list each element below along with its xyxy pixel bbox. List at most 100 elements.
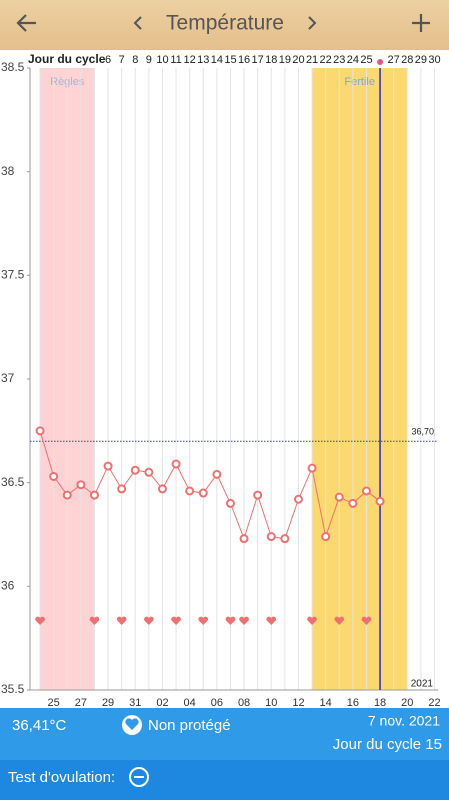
status[interactable]: Non protégé xyxy=(148,717,231,734)
cycle-day-label: 6 xyxy=(105,54,111,66)
heart xyxy=(239,616,249,625)
back-button[interactable] xyxy=(16,14,36,32)
cycle-day-label: 18 xyxy=(265,54,277,66)
date-label: 14 xyxy=(320,697,332,709)
temperature-point xyxy=(89,490,99,500)
date: 7 nov. 2021 xyxy=(368,713,440,729)
next-button[interactable] xyxy=(308,16,317,30)
y-tick-label: 37 xyxy=(1,371,15,385)
date-label: 06 xyxy=(211,697,223,709)
band xyxy=(312,68,408,690)
date-label: 29 xyxy=(102,697,114,709)
temperature-point xyxy=(239,534,249,544)
temperature-point xyxy=(76,480,86,490)
temperature-point xyxy=(157,484,167,494)
footer-bar xyxy=(0,708,449,760)
temperature-point xyxy=(266,532,276,542)
date-label: 02 xyxy=(156,697,168,709)
cycle-day-label: 15 xyxy=(224,54,236,66)
temperature-point xyxy=(35,426,45,436)
x-title-bg xyxy=(26,51,102,67)
heart xyxy=(144,616,154,625)
header-title: Température xyxy=(166,12,284,35)
x-title: Jour du cycle xyxy=(28,52,106,66)
cover-line-label: 36,70 xyxy=(411,427,434,437)
date-label: 04 xyxy=(184,697,196,709)
cycle-day-label: 29 xyxy=(415,54,427,66)
temperature-point xyxy=(293,494,303,504)
y-tick-label: 38.5 xyxy=(1,60,25,74)
cycle-day-label: 16 xyxy=(238,54,250,66)
header-bar xyxy=(0,0,449,50)
temperature-point xyxy=(49,471,59,481)
temperature-point xyxy=(361,486,371,496)
temperature-point xyxy=(117,484,127,494)
cycle-day-label: 13 xyxy=(197,54,209,66)
date-label: 25 xyxy=(48,697,60,709)
temperature-point xyxy=(375,496,385,506)
heart xyxy=(225,616,236,625)
temperature-point xyxy=(130,465,140,475)
cycle-day-label: 14 xyxy=(211,54,223,66)
ovulation-toggle[interactable] xyxy=(129,767,149,787)
heart xyxy=(89,616,100,625)
temperature-point xyxy=(225,498,235,508)
plot: Règles#ffd3d3#9bb8e8Fertile#fbd96f#7aa6e… xyxy=(1,51,441,709)
cycle-day-label: 8 xyxy=(132,54,138,66)
temperature-point xyxy=(348,498,358,508)
cycle-day-label: 9 xyxy=(146,54,152,66)
add-button[interactable] xyxy=(412,14,430,32)
heart xyxy=(171,616,181,625)
y-tick-label: 35.5 xyxy=(1,682,25,696)
heart xyxy=(198,616,209,625)
date-label: 16 xyxy=(347,697,359,709)
date-label: 18 xyxy=(374,697,386,709)
cycle-day-label: 30 xyxy=(428,54,440,66)
ovulation-bar xyxy=(0,760,449,800)
date-label: 31 xyxy=(129,697,141,709)
heart xyxy=(334,616,345,625)
heart xyxy=(35,616,45,625)
temperature-point xyxy=(334,492,344,502)
cycle-day-label: 7 xyxy=(119,54,125,66)
heart xyxy=(307,616,317,625)
date-label: 27 xyxy=(75,697,87,709)
cycle-day-label: 20 xyxy=(292,54,304,66)
cycle-day-label: 28 xyxy=(401,54,413,66)
date-label: 10 xyxy=(265,697,277,709)
heart-shape xyxy=(125,718,139,730)
date-label: 20 xyxy=(401,697,413,709)
cycle-day-label: 27 xyxy=(388,54,400,66)
cycle-day-label: 25 xyxy=(360,54,372,66)
temperature-value: 36,41°C xyxy=(12,717,67,734)
date-label: 22 xyxy=(428,697,440,709)
year: 2021 xyxy=(411,679,434,690)
cycle-day-label: 24 xyxy=(347,54,359,66)
cycle-day-label: 22 xyxy=(320,54,332,66)
cycle-day-label: 21 xyxy=(306,54,318,66)
cycle-day-label: 12 xyxy=(184,54,196,66)
date-label: 08 xyxy=(238,697,250,709)
cycle-day: Jour du cycle 15 xyxy=(333,736,442,753)
temperature-line xyxy=(39,430,381,541)
ovulation-test: Test d'ovulation: xyxy=(8,769,115,786)
cycle-day-label: 17 xyxy=(252,54,264,66)
band-label: Fertile xyxy=(344,76,375,88)
cycle-day-label: 11 xyxy=(170,54,181,66)
temperature-point xyxy=(144,467,154,477)
y-tick-label: 38 xyxy=(1,164,15,178)
heart xyxy=(116,616,127,625)
temperature-point xyxy=(198,488,208,498)
cycle-day-label: 23 xyxy=(333,54,345,66)
heart xyxy=(361,616,372,625)
temperature-point xyxy=(212,469,222,479)
temperature-point xyxy=(321,532,331,542)
temperature-point xyxy=(185,486,195,496)
temperature-point xyxy=(307,463,317,473)
y-tick-label: 37.5 xyxy=(1,268,25,282)
prev-button[interactable] xyxy=(133,16,142,30)
temperature-point xyxy=(253,490,263,500)
cycle-day-label: 10 xyxy=(156,54,168,66)
